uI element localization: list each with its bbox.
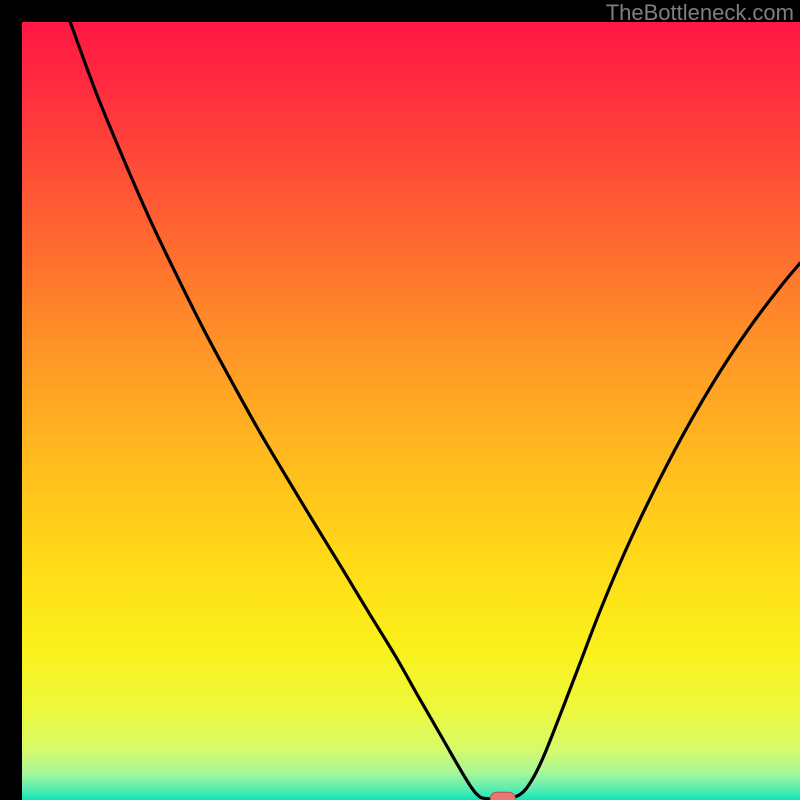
chart-container: TheBottleneck.com bbox=[0, 0, 800, 800]
watermark-text: TheBottleneck.com bbox=[606, 0, 794, 26]
plot-area bbox=[22, 22, 800, 800]
gradient-background bbox=[22, 22, 800, 800]
